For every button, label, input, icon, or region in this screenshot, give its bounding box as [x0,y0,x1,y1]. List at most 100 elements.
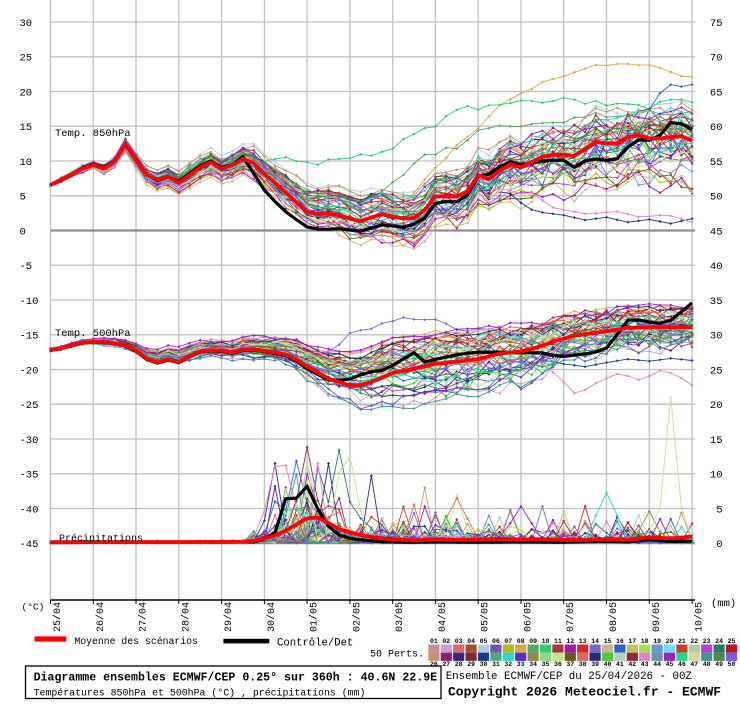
svg-text:35: 35 [542,661,550,668]
svg-text:30: 30 [480,661,488,668]
svg-text:47: 47 [690,661,698,668]
svg-text:23: 23 [703,638,711,645]
svg-text:29/04: 29/04 [223,602,235,632]
svg-text:40: 40 [604,661,612,668]
svg-text:-15: -15 [20,331,39,343]
svg-text:-30: -30 [20,435,39,447]
svg-text:05: 05 [480,638,488,645]
svg-text:30: 30 [710,331,723,343]
svg-text:11: 11 [554,638,562,645]
svg-text:25: 25 [710,365,723,377]
svg-text:06: 06 [492,638,500,645]
svg-text:25: 25 [728,638,736,645]
svg-text:32: 32 [504,661,512,668]
svg-text:13: 13 [579,638,587,645]
svg-text:10/05: 10/05 [694,602,706,632]
svg-text:06/05: 06/05 [523,602,535,632]
svg-text:49: 49 [715,661,723,668]
svg-text:37: 37 [566,661,574,668]
svg-text:44: 44 [653,661,661,668]
svg-text:24: 24 [715,638,723,645]
svg-text:38: 38 [579,661,587,668]
svg-text:41: 41 [616,661,624,668]
svg-text:5: 5 [716,504,722,516]
svg-text:Précipitations: Précipitations [59,533,143,545]
svg-text:28/04: 28/04 [180,602,192,632]
svg-text:70: 70 [710,53,723,65]
svg-text:46: 46 [678,661,686,668]
svg-text:07: 07 [504,638,512,645]
svg-text:48: 48 [703,661,711,668]
svg-text:Moyenne des scénarios: Moyenne des scénarios [74,636,198,647]
svg-text:15: 15 [604,638,612,645]
svg-text:26/04: 26/04 [95,602,107,632]
svg-text:Temp. 500hPa: Temp. 500hPa [55,328,131,340]
svg-text:34: 34 [529,661,537,668]
svg-text:42: 42 [628,661,636,668]
svg-text:-5: -5 [20,261,33,273]
svg-text:19: 19 [653,638,661,645]
svg-text:-25: -25 [20,400,39,412]
svg-text:33: 33 [517,661,525,668]
svg-text:31: 31 [492,661,500,668]
svg-text:35: 35 [710,296,723,308]
svg-text:0: 0 [716,539,722,551]
svg-text:27: 27 [442,661,450,668]
svg-text:01: 01 [430,638,438,645]
svg-text:20: 20 [666,638,674,645]
svg-text:25/04: 25/04 [52,602,64,632]
svg-text:09/05: 09/05 [651,602,663,632]
svg-text:30: 30 [20,18,33,30]
svg-text:04/05: 04/05 [437,602,449,632]
svg-text:03: 03 [455,638,463,645]
svg-text:17: 17 [628,638,636,645]
svg-text:43: 43 [641,661,649,668]
svg-text:08: 08 [517,638,525,645]
svg-text:Ensemble ECMWF/CEP du 25/04/20: Ensemble ECMWF/CEP du 25/04/2026 - 00Z [446,671,693,683]
svg-text:28: 28 [455,661,463,668]
svg-text:45: 45 [710,226,723,238]
svg-text:10: 10 [542,638,550,645]
svg-text:(mm): (mm) [711,598,736,610]
svg-text:09: 09 [529,638,537,645]
svg-text:16: 16 [616,638,624,645]
svg-text:-40: -40 [20,504,39,516]
svg-text:Diagramme ensembles ECMWF/CEP: Diagramme ensembles ECMWF/CEP 0.25° sur … [34,672,438,685]
svg-text:36: 36 [554,661,562,668]
svg-text:-10: -10 [20,296,39,308]
svg-text:-35: -35 [20,470,39,482]
svg-text:15: 15 [710,435,723,447]
svg-text:15: 15 [20,122,33,134]
svg-text:65: 65 [710,87,723,99]
svg-text:Temp. 850hPa: Temp. 850hPa [55,128,131,140]
svg-text:02/05: 02/05 [351,602,363,632]
svg-text:Températures 850hPa et 500hPa: Températures 850hPa et 500hPa (°C) , pré… [34,688,366,699]
svg-text:26: 26 [430,661,438,668]
svg-text:40: 40 [710,261,723,273]
svg-text:Contrôle/Det: Contrôle/Det [277,638,353,650]
svg-text:29: 29 [467,661,475,668]
svg-text:14: 14 [591,638,599,645]
svg-text:02: 02 [442,638,450,645]
svg-text:12: 12 [566,638,574,645]
svg-text:30/04: 30/04 [266,602,278,632]
svg-text:50 Perts.: 50 Perts. [370,650,424,661]
svg-text:03/05: 03/05 [394,602,406,632]
svg-text:5: 5 [20,192,26,204]
svg-text:55: 55 [710,157,723,169]
svg-text:(°C): (°C) [22,602,45,613]
svg-text:01/05: 01/05 [309,602,321,632]
svg-text:50: 50 [710,192,723,204]
svg-text:08/05: 08/05 [608,602,620,632]
svg-text:27/04: 27/04 [138,602,150,632]
svg-text:45: 45 [666,661,674,668]
svg-text:60: 60 [710,122,723,134]
svg-text:20: 20 [710,400,723,412]
svg-text:0: 0 [20,226,26,238]
svg-text:-20: -20 [20,365,39,377]
svg-text:05/05: 05/05 [480,602,492,632]
svg-text:10: 10 [710,470,723,482]
svg-text:25: 25 [20,53,33,65]
svg-text:21: 21 [678,638,686,645]
svg-text:22: 22 [690,638,698,645]
